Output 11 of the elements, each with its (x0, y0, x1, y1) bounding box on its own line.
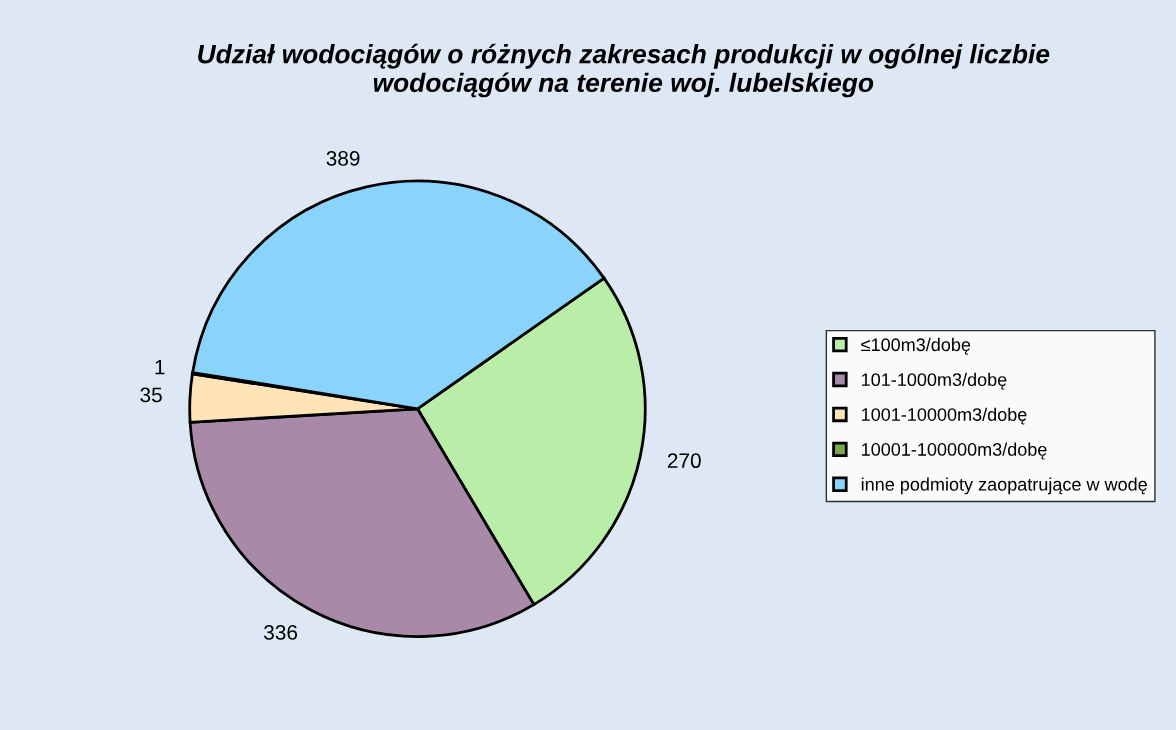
chart-title: Udział wodociągów o różnych zakresach produkcji w ogólnej liczbie wodociągów na terenie woj. lubelskiego (198, 43, 1050, 98)
legend-label: 101-1000m3/dobę (862, 372, 1007, 390)
data-label: 35 (140, 387, 162, 403)
legend-label: 1001-10000m3/dobę (862, 407, 1027, 425)
legend-label: ≤100m3/dobę (861, 337, 971, 355)
data-label: 336 (264, 625, 298, 640)
data-label: 1 (155, 359, 165, 375)
data-label: 270 (667, 453, 701, 469)
legend-label: inne podmioty zaopatrujące w wodę (861, 477, 1147, 495)
data-label: 389 (326, 151, 360, 166)
legend-label: 10001-100000m3/dobę (862, 442, 1047, 460)
